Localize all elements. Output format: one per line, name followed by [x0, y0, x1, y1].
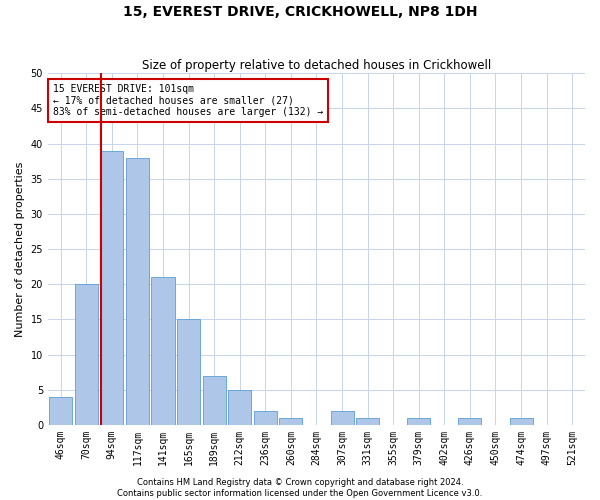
- Bar: [100, 150, 124, 425]
- Bar: [151, 277, 175, 425]
- Bar: [280, 418, 302, 425]
- Bar: [177, 320, 200, 425]
- Bar: [356, 418, 379, 425]
- Bar: [331, 411, 353, 425]
- Text: Contains HM Land Registry data © Crown copyright and database right 2024.
Contai: Contains HM Land Registry data © Crown c…: [118, 478, 482, 498]
- Bar: [228, 390, 251, 425]
- Bar: [126, 158, 149, 425]
- Bar: [49, 397, 72, 425]
- Title: Size of property relative to detached houses in Crickhowell: Size of property relative to detached ho…: [142, 59, 491, 72]
- Bar: [407, 418, 430, 425]
- Text: 15, EVEREST DRIVE, CRICKHOWELL, NP8 1DH: 15, EVEREST DRIVE, CRICKHOWELL, NP8 1DH: [123, 5, 477, 19]
- Bar: [458, 418, 481, 425]
- Y-axis label: Number of detached properties: Number of detached properties: [15, 162, 25, 336]
- Bar: [203, 376, 226, 425]
- Bar: [254, 411, 277, 425]
- Bar: [75, 284, 98, 425]
- Text: 15 EVEREST DRIVE: 101sqm
← 17% of detached houses are smaller (27)
83% of semi-d: 15 EVEREST DRIVE: 101sqm ← 17% of detach…: [53, 84, 323, 117]
- Bar: [509, 418, 533, 425]
